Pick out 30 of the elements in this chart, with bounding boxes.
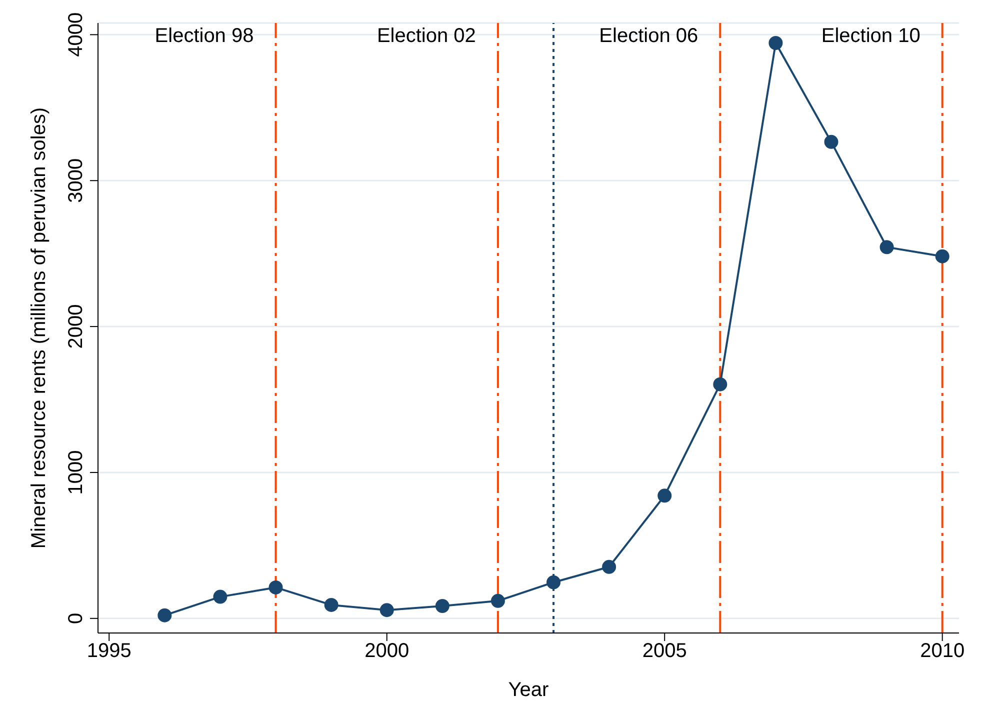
- point: [880, 240, 894, 254]
- point: [713, 377, 728, 392]
- x-axis-title: Year: [508, 679, 550, 701]
- x-tick-label: 2000: [364, 640, 410, 662]
- point: [268, 580, 283, 594]
- point: [213, 590, 228, 604]
- y-tick-label: 1000: [65, 450, 87, 495]
- annotation: Election 98: [154, 24, 254, 47]
- x-tick-label: 1995: [86, 640, 132, 662]
- point: [824, 134, 838, 149]
- annotation: Election 06: [599, 24, 698, 47]
- point: [768, 36, 783, 50]
- y-tick-label: 0: [65, 612, 87, 624]
- point: [546, 575, 560, 590]
- annotation: Election 10: [821, 24, 920, 47]
- x-tick-label: 2005: [642, 640, 687, 662]
- y-tick-label: 3000: [65, 158, 87, 203]
- point: [158, 608, 172, 622]
- point: [602, 560, 616, 574]
- point: [490, 594, 505, 608]
- point: [935, 249, 950, 264]
- y-tick-label: 2000: [65, 304, 87, 349]
- point: [324, 598, 338, 612]
- annotation: Election 02: [376, 24, 476, 47]
- y-tick-label: 4000: [65, 12, 87, 57]
- point: [435, 599, 450, 613]
- x-tick-label: 2010: [920, 640, 965, 662]
- point: [380, 603, 394, 618]
- point: [658, 488, 672, 503]
- y-axis-title: Mineral resource rents (millions of peruvian soles): [28, 107, 50, 549]
